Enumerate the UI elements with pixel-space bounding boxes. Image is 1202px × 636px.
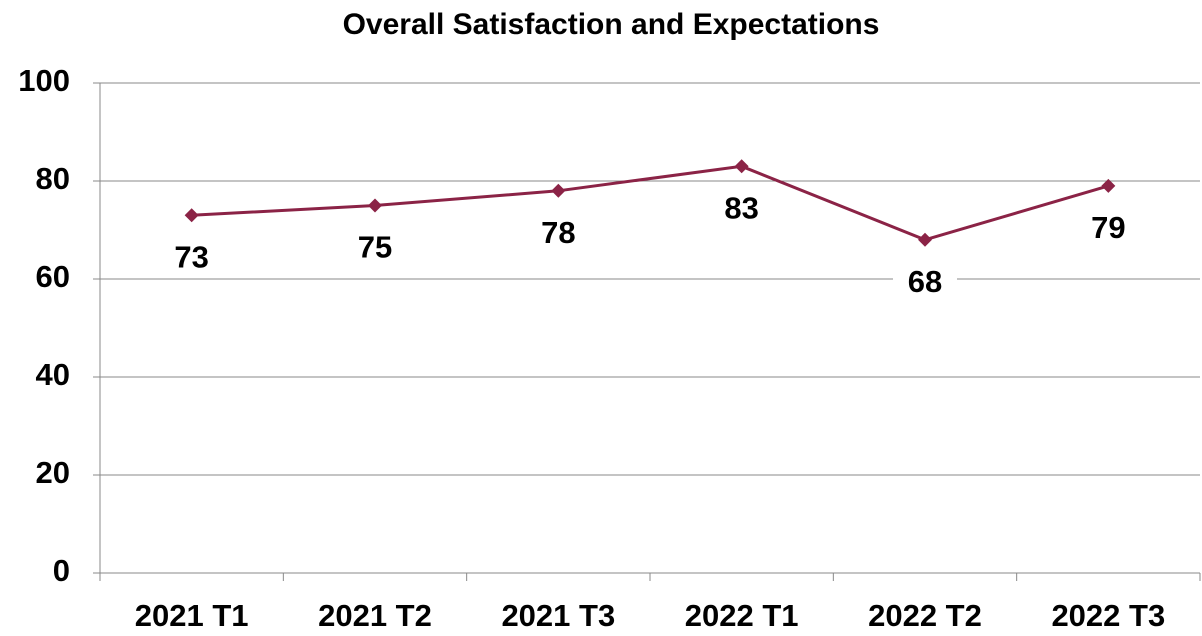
marker: [184, 208, 199, 223]
data-label-bg: [709, 191, 774, 228]
x-tick-label: 2022 T3: [1051, 598, 1165, 633]
data-label: 75: [358, 230, 392, 265]
x-tick-label: 2022 T1: [685, 598, 799, 633]
data-label-bg: [159, 240, 224, 277]
data-label: 68: [908, 264, 942, 299]
y-tick-label: 20: [36, 455, 70, 490]
data-label-bg: [893, 264, 957, 301]
data-label: 73: [174, 239, 208, 274]
x-tick-label: 2021 T1: [135, 598, 249, 633]
y-tick-label: 100: [18, 63, 70, 98]
marker: [1101, 178, 1116, 193]
data-label: 78: [541, 215, 575, 250]
y-tick-label: 60: [36, 259, 70, 294]
x-tick-label: 2021 T3: [501, 598, 615, 633]
x-tick-label: 2022 T2: [868, 598, 982, 633]
data-label: 83: [724, 190, 758, 225]
data-label-bg: [1076, 210, 1141, 247]
y-tick-label: 80: [36, 161, 70, 196]
data-label-bg: [343, 230, 407, 267]
line: [191, 164, 1109, 242]
chart-title: Overall Satisfaction and Expectations: [343, 8, 880, 41]
y-tick-label: 0: [53, 553, 70, 588]
y-tick-label: 40: [36, 357, 70, 392]
marker: [918, 232, 932, 247]
data-label-bg: [526, 215, 591, 252]
marker: [734, 159, 749, 174]
marker: [551, 183, 566, 198]
marker: [368, 198, 382, 213]
data-label: 79: [1091, 210, 1125, 245]
x-tick-label: 2021 T2: [318, 598, 432, 633]
